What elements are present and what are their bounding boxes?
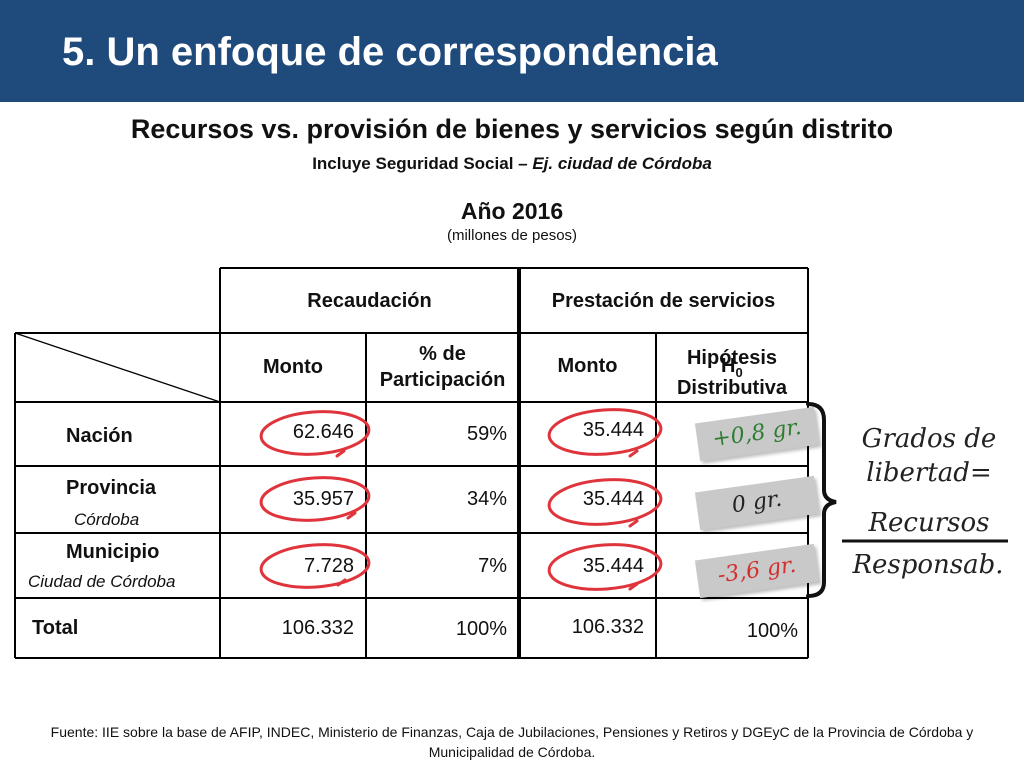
cell-recaudacion-nacion: 62.646 [292,421,354,443]
row-sublabel-provincia: Córdoba [74,510,140,529]
cell-prestacion-municipio: 35.444 [582,555,644,577]
subtitle-secondary: Incluye Seguridad Social – Ej. ciudad de… [0,154,1024,174]
cell-recaudacion-municipio: 7.728 [303,555,354,577]
h0-label: H0 [721,355,743,380]
subtitle-secondary-prefix: Incluye Seguridad Social – [312,154,533,173]
h0-letter: H [721,355,736,377]
row-label-nacion: Nación [66,425,133,447]
col-header-monto-recaudacion: Monto [263,356,323,378]
tick-recaudacion-municipio [336,578,347,587]
annotation-nacion: +0,8 gr. [694,406,820,462]
annotation-municipio: -3,6 gr. [694,543,820,599]
row-label-municipio: Municipio [66,541,160,563]
cell-prestacion-nacion: 35.444 [582,419,644,441]
slide-title: 5. Un enfoque de correspondencia [62,30,718,74]
cell-hipotesis-total: 100% [746,620,798,642]
cell-recaudacion-provincia: 35.957 [292,488,354,510]
tick-recaudacion-provincia [346,511,357,520]
title-bar: 5. Un enfoque de correspondencia [0,0,1024,102]
cell-prestacion-provincia: 35.444 [582,488,644,510]
col-header-participacion-line1: % de [419,343,466,365]
handwritten-grados: Grados de [861,424,997,454]
handwritten-libertad: libertad= [866,458,992,488]
tick-prestacion-provincia [628,519,639,528]
source-footer: Fuente: IIE sobre la base de AFIP, INDEC… [50,724,974,760]
row-sublabel-municipio: Ciudad de Córdoba [28,572,176,591]
cell-participacion-nacion: 59% [466,423,507,445]
col-header-monto-prestacion: Monto [557,355,618,377]
units-label: (millones de pesos) [446,227,578,244]
handwritten-responsab: Responsab. [852,550,1004,580]
group-header-recaudacion: Recaudación [307,290,432,312]
tick-prestacion-municipio [628,582,639,591]
handwritten-recursos: Recursos [868,508,990,538]
row-label-provincia: Provincia [66,477,157,499]
cell-recaudacion-total: 106.332 [281,617,354,639]
h0-subscript: 0 [735,365,743,380]
cell-participacion-provincia: 34% [466,488,507,510]
cell-participacion-municipio: 7% [478,555,507,577]
col-header-participacion-line2: Participación [379,369,506,391]
cell-prestacion-total: 106.332 [571,616,644,638]
group-header-prestacion: Prestación de servicios [551,290,776,312]
col-header-hipotesis-line1: Hipótesis [686,347,778,369]
tick-recaudacion-nacion [335,449,346,458]
col-header-hipotesis: Hipótesis Distributiva [656,343,808,403]
subtitle-secondary-italic: Ej. ciudad de Córdoba [532,154,712,173]
row-label-total: Total [32,617,79,639]
annotation-provincia: 0 gr. [694,475,820,531]
tick-prestacion-nacion [628,449,639,458]
col-header-participacion: % de Participación [366,341,519,393]
cell-participacion-total: 100% [455,618,507,640]
col-header-hipotesis-line2: Distributiva [676,377,788,399]
subtitle: Recursos vs. provisión de bienes y servi… [130,114,894,144]
year-heading: Año 2016 [460,198,564,224]
